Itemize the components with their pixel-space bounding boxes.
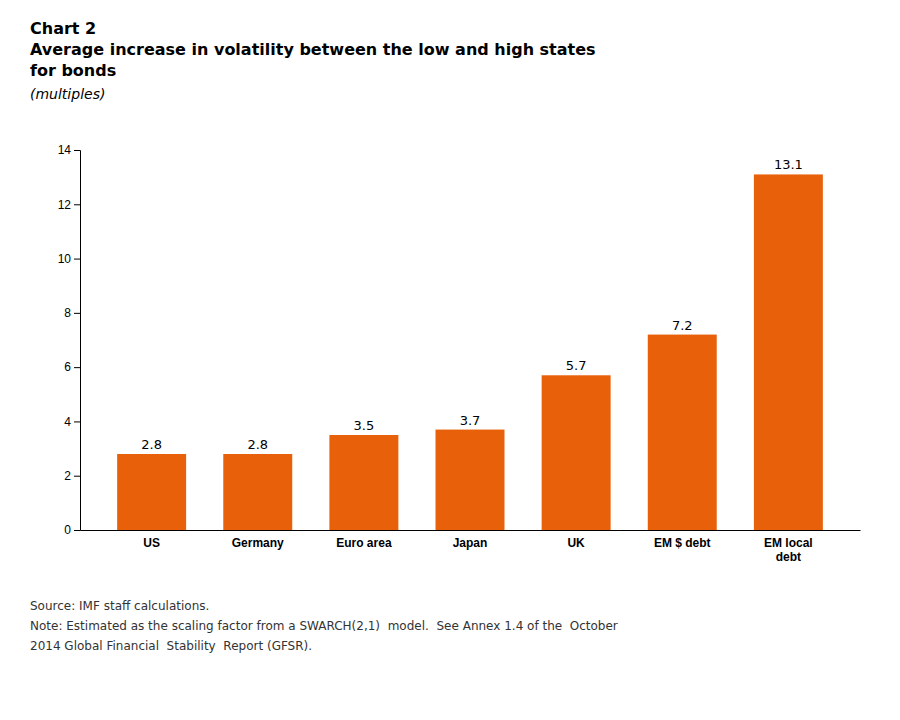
axis-line [74, 151, 81, 531]
x-tick: US [143, 536, 160, 550]
y-tick: 4 [64, 415, 80, 429]
tick-mark [74, 150, 80, 151]
tick-mark [74, 313, 80, 314]
tick-label: 14 [58, 143, 72, 157]
data-label: 3.7 [460, 413, 481, 428]
tick-label: 4 [64, 415, 71, 429]
x-tick: Euro area [336, 536, 392, 550]
tick-mark [74, 421, 80, 422]
tick-label: EM localdebt [764, 536, 813, 564]
chart: Chart 2Average increase in volatility be… [0, 0, 900, 720]
tick-label: UK [567, 536, 585, 550]
tick-label: Germany [232, 536, 284, 550]
y-tick: 14 [58, 143, 80, 157]
tick-mark [74, 530, 80, 531]
bar [542, 375, 611, 530]
title: Chart 2Average increase in volatility be… [30, 19, 596, 80]
y-tick: 8 [64, 306, 80, 320]
annotation: Source: IMF staff calculations. [30, 599, 209, 613]
axis-line [81, 530, 861, 531]
x-tick: Japan [453, 536, 488, 550]
x-tick: EM localdebt [764, 536, 813, 564]
data-label: 5.7 [566, 358, 587, 373]
tick-label: US [143, 536, 160, 550]
x-tick: EM $ debt [654, 536, 711, 550]
y-tick: 2 [64, 469, 80, 483]
tick-label: Japan [453, 536, 488, 550]
tick-label: 6 [64, 360, 71, 374]
data-labels: 2.8 2.8 3.5 3.7 5.7 7.2 13.1 [141, 157, 803, 452]
tick-label: 12 [58, 198, 72, 212]
tick-label: 2 [64, 469, 71, 483]
y-tick: 12 [58, 198, 80, 212]
y-tick: 0 [64, 523, 80, 537]
subtitle: (multiples) [30, 86, 105, 102]
tick-mark [74, 259, 80, 260]
tick-label: 8 [64, 306, 71, 320]
data-label: 3.5 [354, 418, 375, 433]
tick-label: EM $ debt [654, 536, 711, 550]
x-tick: Germany [232, 536, 284, 550]
data-label: 2.8 [141, 437, 162, 452]
plot: 2.8 2.8 3.5 3.7 5.7 7.2 13.1 0 2 4 6 8 10 12 14 US Germa… [58, 143, 861, 564]
bar [648, 335, 717, 530]
y-tick: 10 [58, 252, 80, 266]
bars [117, 174, 823, 530]
y-tick: 6 [64, 360, 80, 374]
bar [436, 430, 505, 530]
tick-label: 0 [64, 523, 71, 537]
data-label: 13.1 [774, 157, 803, 172]
tick-mark [74, 204, 80, 205]
annotation: Note: Estimated as the scaling factor fr… [30, 619, 618, 633]
x-tick: UK [567, 536, 585, 550]
tick-label: 10 [58, 252, 72, 266]
x-axis: US Germany Euro area Japan UK EM $ debt EM loc… [81, 531, 861, 564]
annotation: 2014 Global Financial Stability Report (… [30, 639, 312, 653]
bar [754, 174, 823, 530]
bar [329, 435, 398, 530]
tick-label: Euro area [336, 536, 392, 550]
data-label: 7.2 [672, 318, 693, 333]
tick-mark [74, 476, 80, 477]
bar [117, 454, 186, 530]
tick-mark [74, 367, 80, 368]
bar [223, 454, 292, 530]
y-axis: 0 2 4 6 8 10 12 14 [58, 143, 81, 537]
data-label: 2.8 [247, 437, 268, 452]
